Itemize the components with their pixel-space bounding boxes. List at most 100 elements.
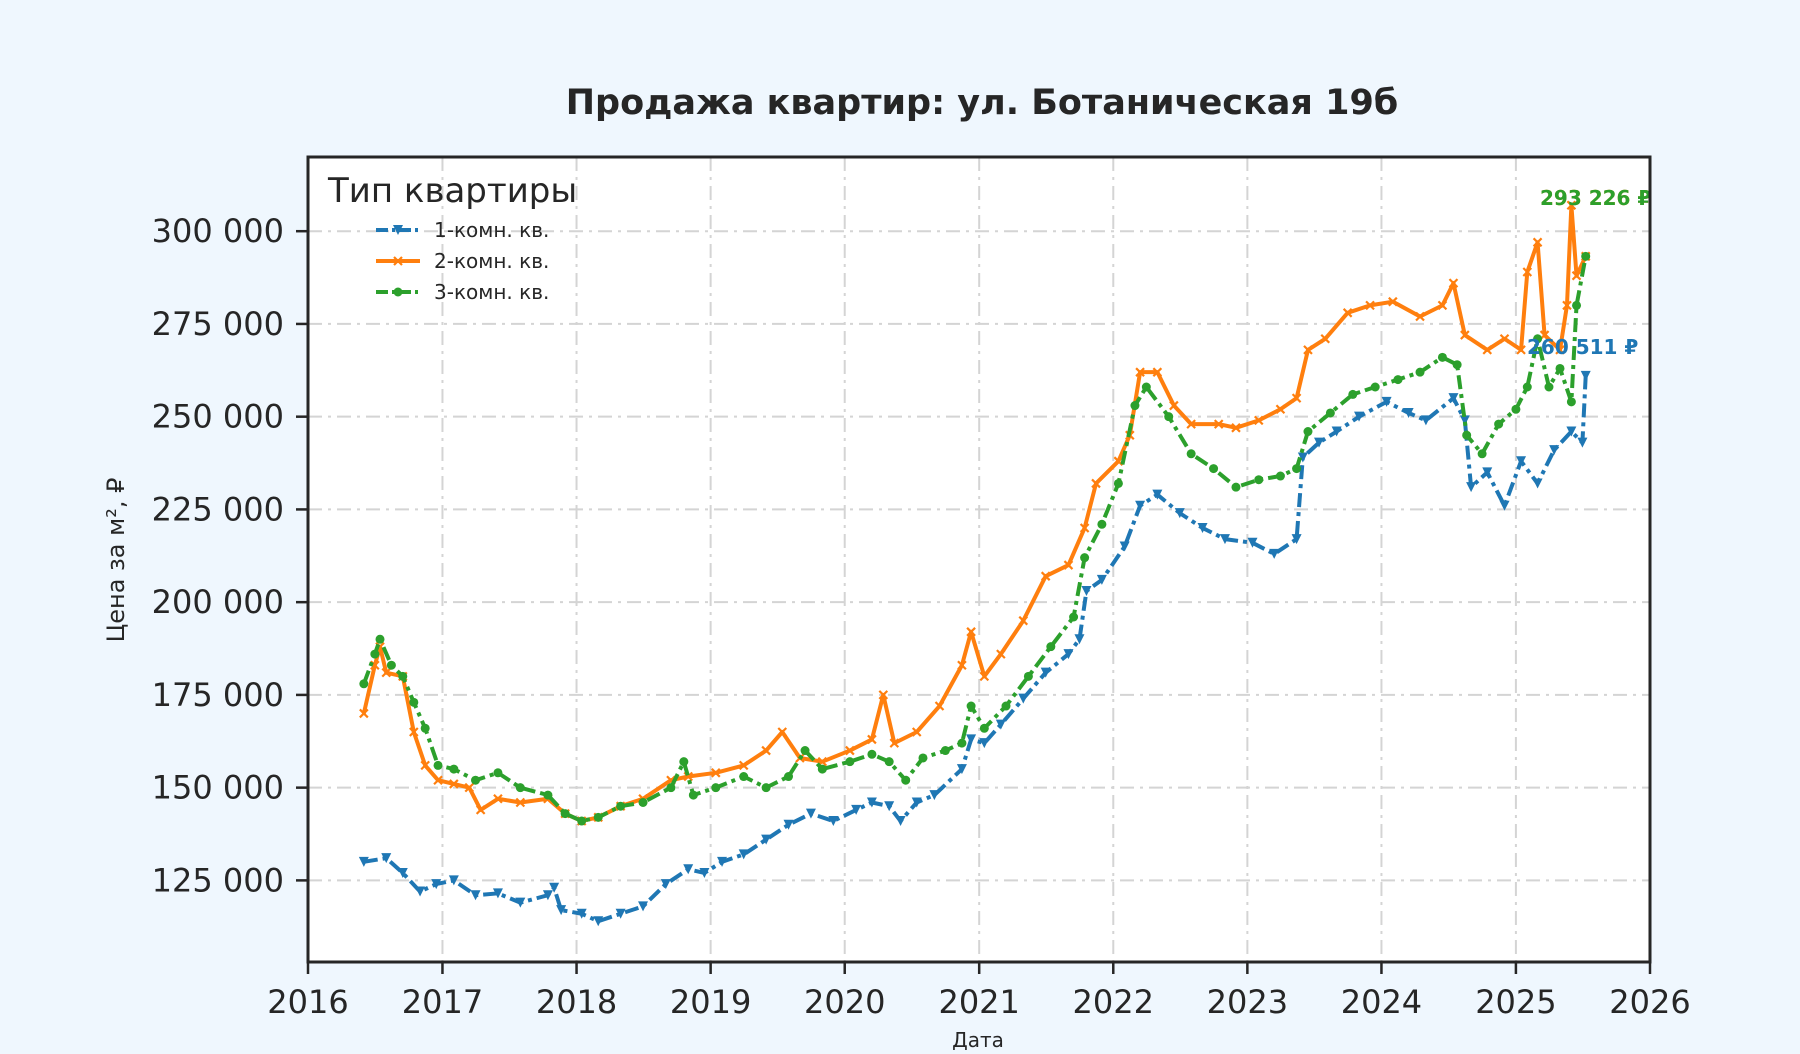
y-tick-label: 225 000 [152, 490, 284, 528]
data-point [738, 849, 749, 860]
data-point [1415, 311, 1425, 322]
data-point [1018, 615, 1029, 626]
data-point [845, 745, 855, 756]
data-point [878, 690, 889, 700]
x-tick-label: 2021 [938, 983, 1019, 1021]
legend: Тип квартиры 1-комн. кв. 2-комн. кв. 3-ком… [327, 171, 577, 304]
x-tick-label: 2020 [804, 983, 885, 1021]
data-point [1063, 649, 1074, 660]
legend-label: 3-комн. кв. [434, 280, 549, 304]
data-point [1152, 367, 1163, 377]
x-tick-label: 2016 [267, 983, 348, 1021]
series-3 [359, 251, 1591, 826]
data-point [761, 834, 772, 845]
data-point [493, 768, 503, 778]
data-point [615, 908, 626, 919]
data-point [1130, 401, 1140, 411]
data-point [784, 772, 794, 782]
data-point [1420, 415, 1431, 426]
data-point [1415, 367, 1425, 377]
data-point [1152, 489, 1163, 500]
x-tick-label: 2017 [402, 983, 483, 1021]
data-point [464, 782, 475, 793]
data-point [895, 816, 906, 827]
data-point [1253, 415, 1264, 426]
data-point [1448, 393, 1459, 404]
data-point [359, 708, 369, 719]
data-point [470, 890, 481, 901]
data-point [1533, 334, 1543, 344]
data-point [515, 783, 525, 793]
data-point [957, 738, 967, 748]
data-point [375, 634, 385, 644]
data-point [957, 660, 967, 671]
data-point [542, 890, 553, 901]
data-point [420, 760, 430, 771]
data-point [398, 671, 408, 681]
data-point [1297, 452, 1308, 463]
data-point [386, 660, 396, 670]
data-point [1459, 415, 1470, 426]
series-end-label: 293 226 ₽ [1540, 186, 1651, 210]
data-point [1581, 251, 1591, 261]
data-point [1097, 519, 1107, 529]
data-point [1532, 478, 1543, 489]
data-point [1231, 482, 1241, 492]
data-point [1063, 560, 1074, 570]
data-point [449, 764, 459, 774]
data-point [1331, 426, 1342, 437]
data-point [492, 888, 503, 899]
x-tick-label: 2024 [1341, 983, 1422, 1021]
data-point [1566, 426, 1577, 437]
data-point [1566, 200, 1577, 211]
data-point [805, 808, 816, 819]
chart-title: Продажа квартир: ул. Ботаническая 19б [566, 83, 1398, 123]
data-point [660, 879, 671, 890]
data-point [577, 816, 587, 826]
series-end-label: 293 226 ₽ [1540, 186, 1651, 210]
data-point [381, 667, 392, 678]
data-point [1219, 534, 1230, 545]
data-point [1549, 445, 1560, 456]
data-point [699, 867, 710, 878]
axes: 2016 2017 2018 2019 2020 2021 2022 2023 2024 2025… [152, 212, 1691, 1021]
data-point [543, 790, 553, 800]
y-tick-label: 200 000 [152, 583, 284, 621]
data-point [560, 809, 570, 819]
data-point [711, 768, 721, 778]
data-point [711, 783, 721, 793]
data-point [777, 727, 788, 737]
data-point [828, 816, 839, 827]
data-point [940, 746, 950, 756]
data-point [616, 801, 626, 811]
data-point [1348, 389, 1358, 399]
data-point [1437, 352, 1447, 362]
y-tick-label: 175 000 [152, 676, 284, 714]
data-point [1247, 537, 1258, 548]
data-point [370, 649, 380, 659]
legend-marker [393, 225, 403, 235]
data-point [1516, 345, 1526, 355]
data-point [1079, 523, 1090, 533]
data-point [1291, 393, 1302, 403]
data-point [884, 801, 895, 812]
data-point [867, 749, 877, 759]
data-point [359, 679, 369, 689]
data-point [1119, 541, 1130, 552]
data-point [1477, 449, 1487, 459]
data-point [996, 649, 1006, 659]
data-point [1562, 300, 1572, 311]
data-point [638, 797, 648, 807]
data-point [918, 753, 928, 763]
data-point [1522, 382, 1532, 392]
data-point [556, 905, 567, 916]
data-point [884, 757, 894, 767]
data-point [688, 790, 698, 800]
x-tick-label: 2025 [1475, 983, 1556, 1021]
data-point [1303, 427, 1313, 437]
data-point [1577, 437, 1588, 448]
x-axis-label: Дата [952, 1028, 1004, 1050]
data-point [1370, 382, 1380, 392]
